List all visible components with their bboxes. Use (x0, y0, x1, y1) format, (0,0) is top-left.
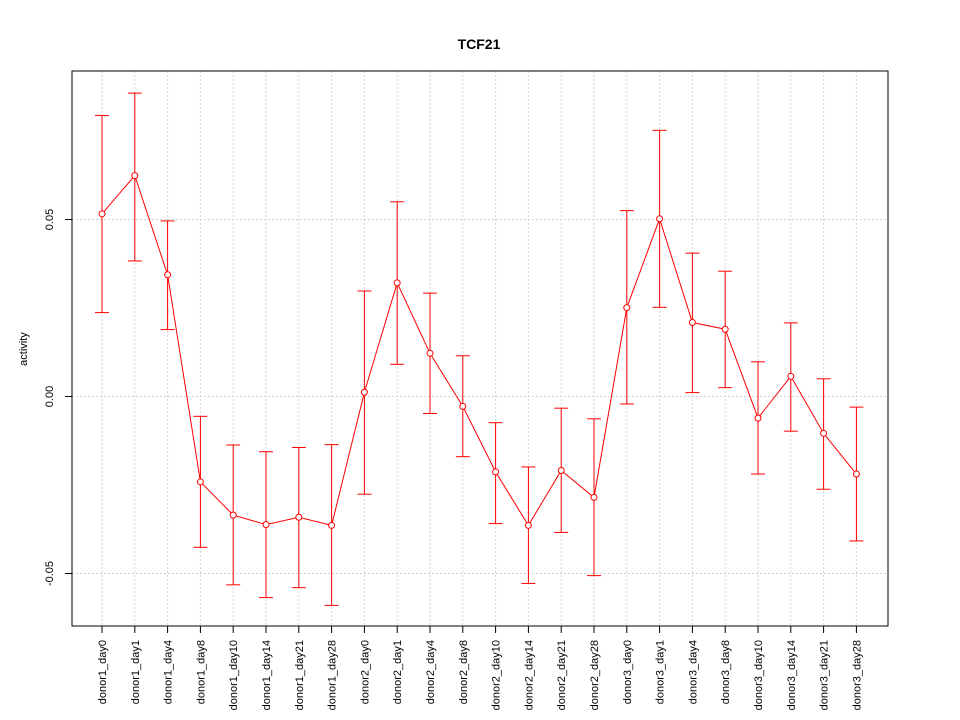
x-tick-label: donor3_day21 (819, 640, 831, 710)
x-tick-label: donor3_day0 (622, 640, 634, 704)
axes: -0.05 0.00 0.05 donor1_day0 donor1_day1 donor… (44, 209, 863, 711)
data-point (820, 429, 828, 437)
data-point (426, 349, 434, 357)
x-tick-label: donor3_day4 (687, 640, 699, 704)
x-tick-label: donor2_day10 (491, 640, 503, 710)
x-tick-label: donor1_day28 (327, 640, 339, 710)
data-point (328, 521, 336, 529)
data-point (754, 414, 762, 422)
data-point (164, 271, 172, 279)
x-tick-label: donor2_day1 (392, 640, 404, 704)
y-tick-label: 0.05 (44, 209, 56, 230)
x-tick-label: donor1_day4 (163, 640, 175, 704)
grid (72, 71, 888, 626)
data-point (459, 402, 467, 410)
data-point (787, 372, 795, 380)
series-line-group (101, 174, 857, 527)
x-tick-label: donor2_day28 (589, 640, 601, 710)
y-tick-label: -0.05 (44, 561, 56, 586)
x-tick-label: donor3_day8 (720, 640, 732, 704)
data-point (98, 210, 106, 218)
data-point (131, 172, 139, 180)
data-point (229, 511, 237, 519)
data-point (623, 304, 631, 312)
y-axis-label: activity (18, 332, 30, 366)
x-tick-label: donor2_day0 (359, 640, 371, 704)
x-tick-label: donor3_day28 (851, 640, 863, 710)
series-line (101, 174, 857, 527)
x-tick-label: donor3_day10 (753, 640, 765, 710)
x-tick-label: donor2_day4 (425, 640, 437, 704)
chart-title: TCF21 (458, 36, 501, 52)
data-points (98, 172, 860, 529)
x-tick-label: donor1_day0 (97, 640, 109, 704)
error-bars (95, 92, 864, 606)
data-point (262, 521, 270, 529)
data-point (295, 513, 303, 521)
x-tick-label: donor1_day8 (195, 640, 207, 704)
x-tick-label: donor1_day21 (294, 640, 306, 710)
data-point (557, 466, 565, 474)
data-point (590, 493, 598, 501)
x-tick-label: donor3_day14 (786, 640, 798, 710)
x-tick-label: donor2_day14 (523, 640, 535, 710)
data-point (196, 478, 204, 486)
data-point (492, 468, 500, 476)
data-point (360, 388, 368, 396)
x-tick-label: donor1_day14 (261, 640, 273, 710)
x-tick-label: donor1_day1 (130, 640, 142, 704)
data-point (524, 521, 532, 529)
y-tick-label: 0.00 (44, 386, 56, 407)
x-tick-label: donor2_day21 (556, 640, 568, 710)
x-tick-label: donor3_day1 (655, 640, 667, 704)
plot-frame (71, 70, 889, 627)
data-point (656, 215, 664, 223)
data-point (721, 325, 729, 333)
data-point (688, 319, 696, 327)
data-point (393, 279, 401, 287)
x-tick-label: donor2_day8 (458, 640, 470, 704)
data-point (852, 470, 860, 478)
x-tick-label: donor1_day10 (228, 640, 240, 710)
